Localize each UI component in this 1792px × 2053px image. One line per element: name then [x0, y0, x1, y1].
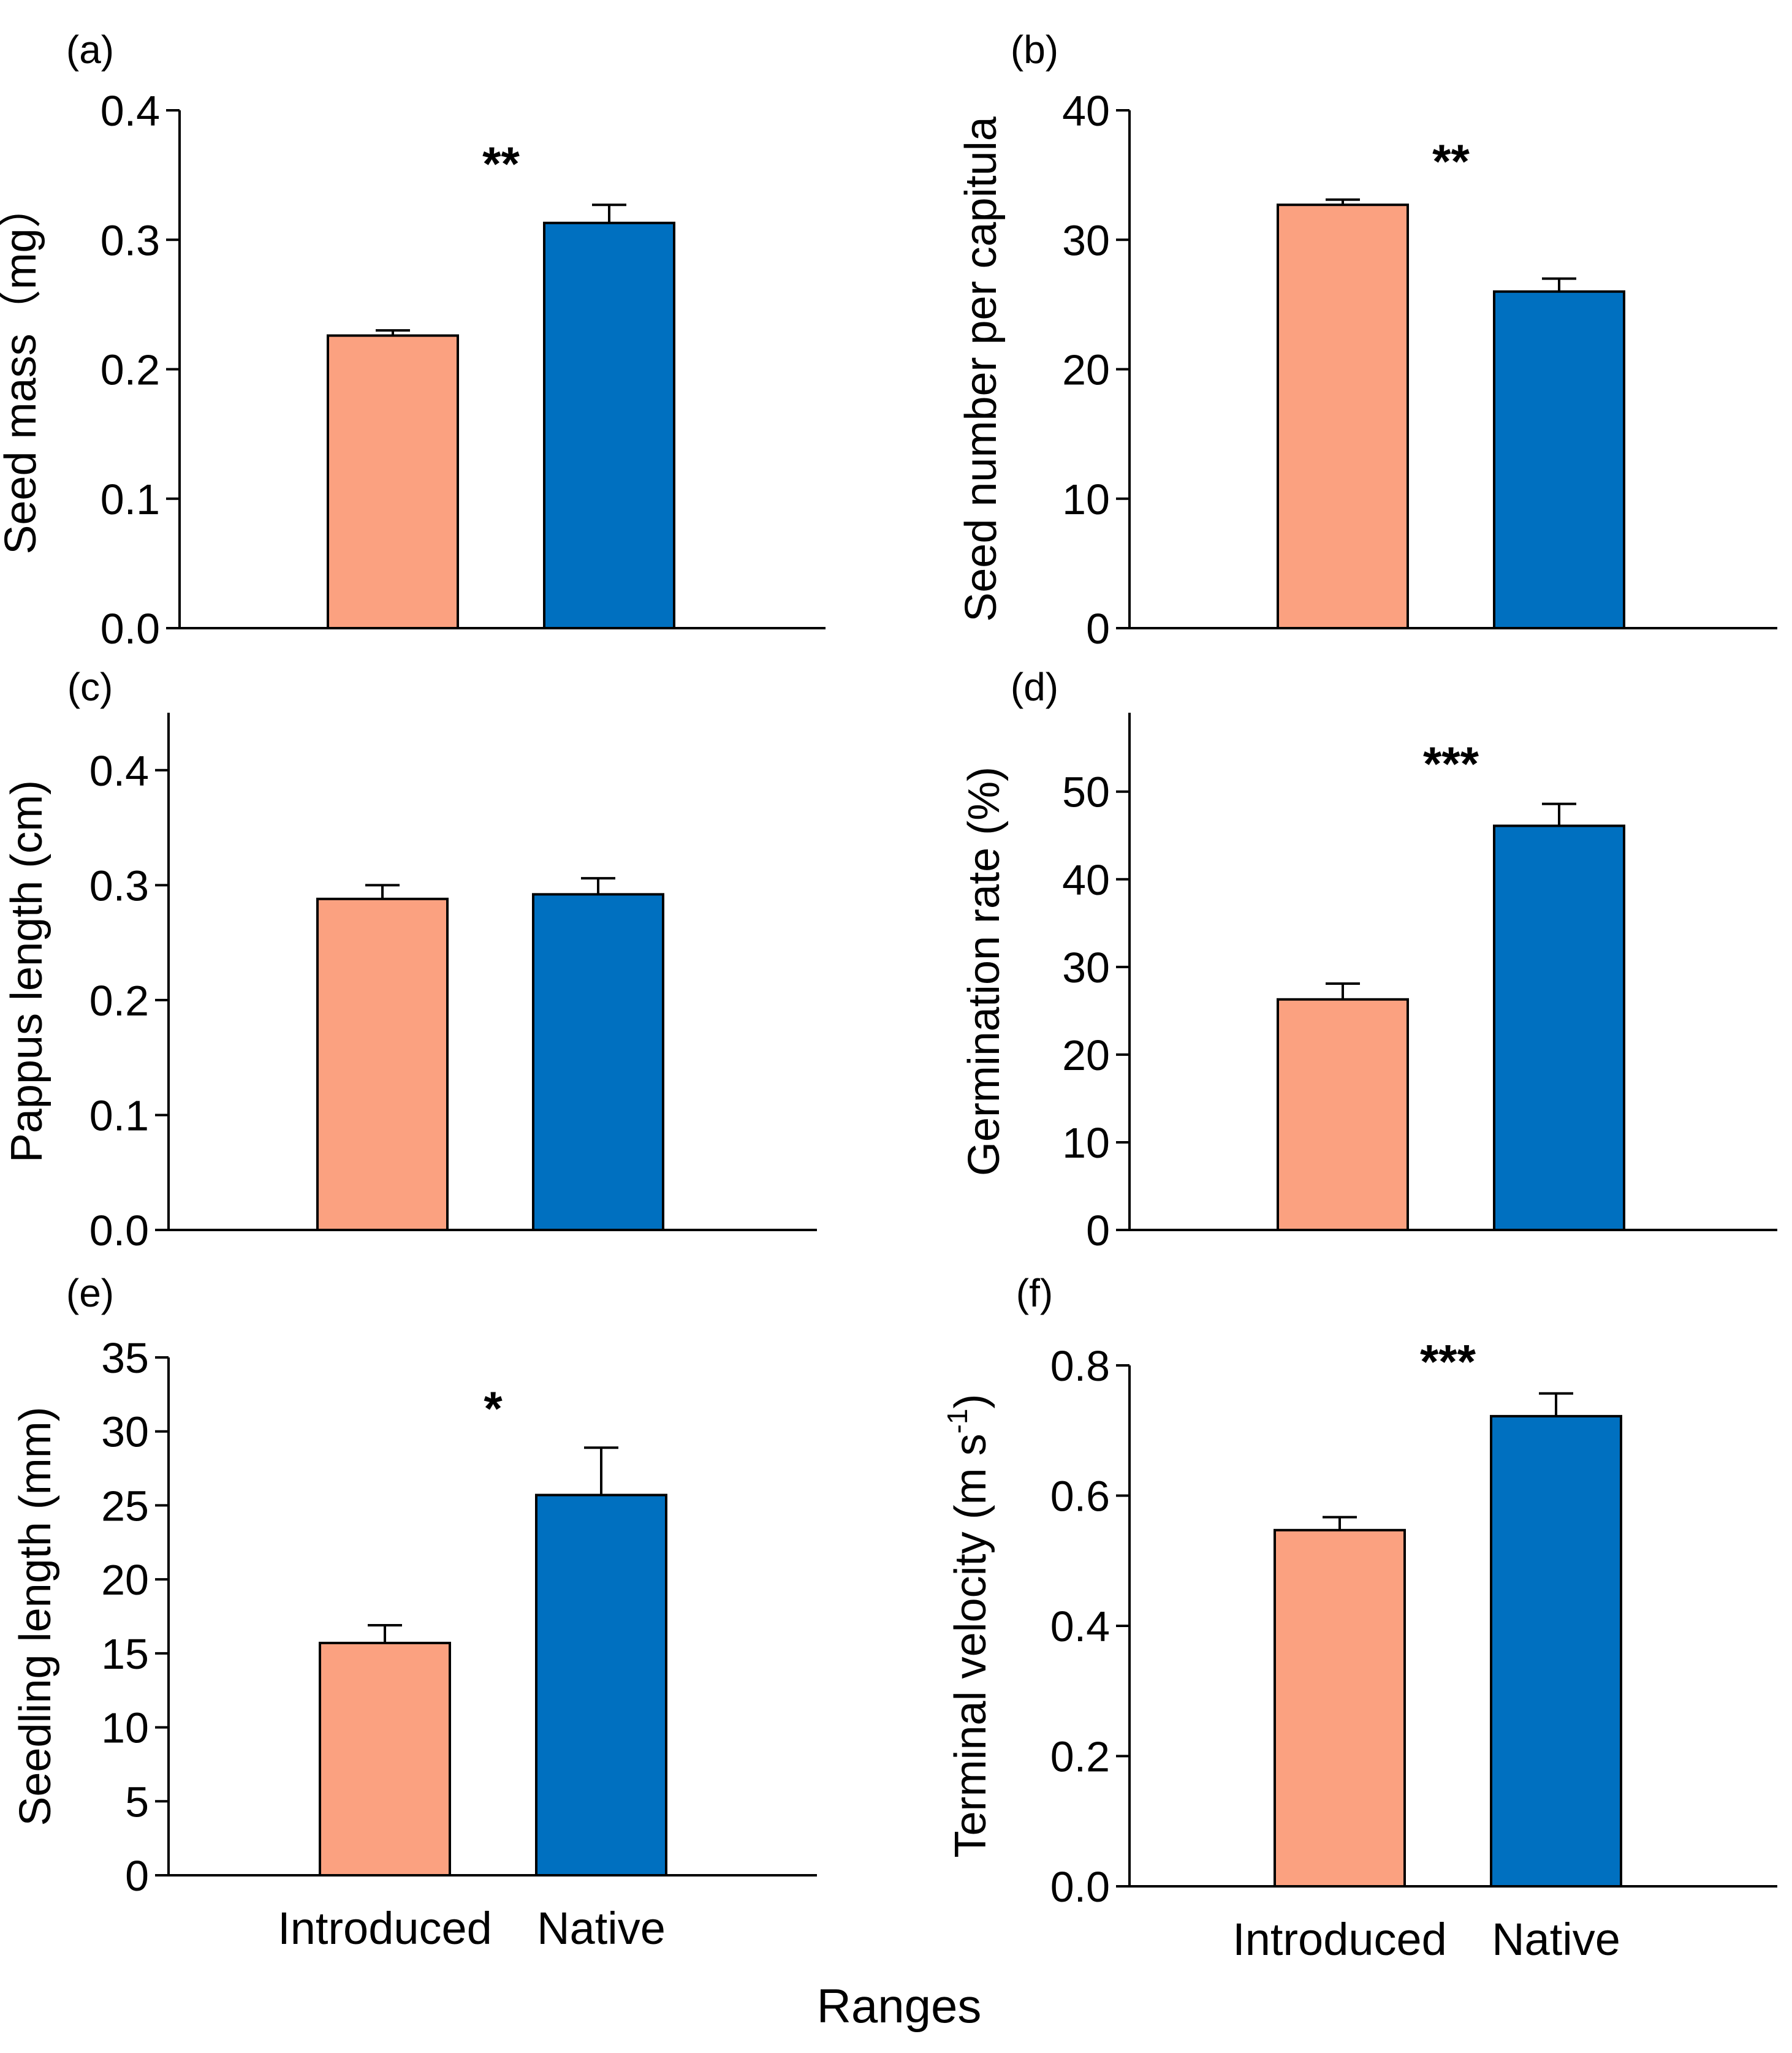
panel-label: (a) — [66, 28, 114, 72]
y-tick-label: 0.2 — [1050, 1733, 1110, 1781]
y-tick-label: 20 — [1062, 1031, 1110, 1079]
panel-label: (b) — [1011, 28, 1058, 72]
chart-panel-2: (b) 0 10 20 30 40 Seed number per capitula ** — [957, 28, 1777, 653]
y-tick-label: 0.4 — [89, 747, 149, 795]
y-axis-title: Seed mass（mg） — [0, 184, 45, 554]
chart-panel-4: (d) 0 10 20 30 40 50 Germination rate (%) *** — [960, 665, 1777, 1254]
y-tick-label: 0.4 — [101, 87, 160, 135]
bar-native — [1493, 824, 1625, 1232]
chart-panel-3: (c) 0.0 0.1 0.2 0.3 0.4 Pappus length (cm) — [2, 665, 817, 1254]
category-label: Introduced — [278, 1903, 492, 1954]
y-tick-label: 0 — [1086, 605, 1110, 653]
panel-label: (e) — [66, 1271, 114, 1315]
y-tick-label: 0.3 — [101, 216, 160, 264]
y-tick-label: 10 — [101, 1704, 149, 1752]
category-label: Native — [537, 1903, 666, 1954]
y-tick-label: 0.2 — [89, 977, 149, 1025]
bar-native — [1493, 290, 1625, 629]
chart-panel-5: (e) 0 5 10 15 20 25 30 35 Seedling length (mm) Int… — [11, 1271, 817, 1954]
y-tick-label: 0.8 — [1050, 1342, 1110, 1390]
significance-label: * — [484, 1381, 503, 1435]
significance-label: ** — [482, 137, 520, 191]
panel-label: (c) — [67, 665, 113, 709]
y-tick-label: 0.0 — [101, 605, 160, 653]
y-tick-label: 0.6 — [1050, 1473, 1110, 1520]
y-tick-label: 5 — [125, 1778, 149, 1826]
bar-introduced — [1277, 998, 1409, 1231]
y-tick-label: 0.4 — [1050, 1603, 1110, 1650]
y-axis-title-superscript: -1 — [941, 1408, 973, 1433]
y-tick-label: 40 — [1062, 856, 1110, 904]
y-tick-label: 50 — [1062, 768, 1110, 816]
y-axis-title: Pappus length (cm) — [2, 780, 51, 1163]
significance-label: *** — [1420, 1335, 1476, 1389]
y-tick-label: 15 — [101, 1630, 149, 1678]
chart-panel-6: (f) 0.0 0.2 0.4 0.6 0.8 Terminal velocity (m s… — [941, 1271, 1777, 1965]
chart-panel-1: (a) 0.0 0.1 0.2 0.3 0.4 Seed mass（mg） ** — [0, 28, 826, 653]
significance-label: ** — [1432, 134, 1470, 188]
panel-label: (d) — [1011, 665, 1058, 709]
y-tick-label: 0.1 — [101, 476, 160, 523]
y-axis-title: Germination rate (%) — [960, 767, 1009, 1176]
y-tick-label: 20 — [1062, 346, 1110, 394]
bar-introduced — [316, 897, 449, 1231]
y-tick-label: 30 — [1062, 216, 1110, 264]
y-tick-label: 10 — [1062, 476, 1110, 523]
bar-introduced — [1274, 1528, 1406, 1888]
y-axis-title: Terminal velocity (m s-1) — [941, 1394, 995, 1858]
bar-native — [532, 893, 664, 1231]
y-tick-label: 35 — [101, 1334, 149, 1382]
y-tick-label: 0.3 — [89, 862, 149, 909]
y-tick-label: 10 — [1062, 1119, 1110, 1167]
bar-native — [543, 221, 675, 630]
y-tick-label: 20 — [101, 1556, 149, 1604]
x-axis-title: Ranges — [817, 1979, 982, 2033]
y-axis-title-suffix: ) — [946, 1394, 995, 1408]
y-tick-label: 0 — [125, 1852, 149, 1900]
bar-introduced — [319, 1641, 451, 1877]
bar-introduced — [327, 334, 459, 629]
significance-label: *** — [1423, 737, 1479, 791]
y-tick-label: 0.0 — [89, 1207, 149, 1254]
panel-label: (f) — [1016, 1271, 1053, 1315]
y-axis-title: Seedling length (mm) — [11, 1406, 60, 1826]
bar-native — [535, 1493, 667, 1877]
y-axis-title: Seed number per capitula — [957, 116, 1006, 621]
y-tick-label: 0.0 — [1050, 1863, 1110, 1911]
bar-native — [1490, 1414, 1622, 1888]
y-tick-label: 25 — [101, 1482, 149, 1530]
y-tick-label: 0.2 — [101, 346, 160, 394]
y-tick-label: 30 — [1062, 944, 1110, 992]
y-tick-label: 30 — [101, 1408, 149, 1456]
y-tick-label: 0 — [1086, 1207, 1110, 1254]
y-tick-label: 0.1 — [89, 1091, 149, 1139]
category-label: Introduced — [1232, 1914, 1447, 1965]
y-tick-label: 40 — [1062, 87, 1110, 135]
bar-introduced — [1277, 203, 1409, 629]
category-label: Native — [1492, 1914, 1620, 1965]
